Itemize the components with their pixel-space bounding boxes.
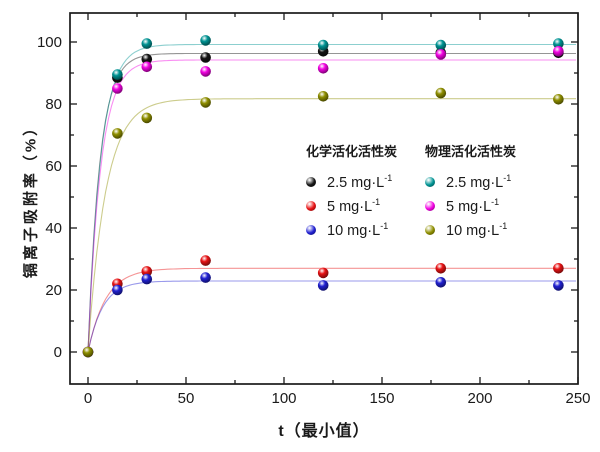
data-point xyxy=(82,346,94,358)
data-point xyxy=(317,91,329,102)
data-point xyxy=(141,61,153,73)
data-point xyxy=(317,63,329,74)
data-point xyxy=(141,38,153,49)
legend-item: 10 mg·L-1 xyxy=(425,218,516,242)
series-marker-icon xyxy=(306,177,316,187)
legend-header-physical: 物理活化活性炭 xyxy=(425,144,517,159)
x-tick-label: 50 xyxy=(177,390,195,407)
data-point xyxy=(141,266,153,277)
chart-legend: 化学活化活性炭 2.5 mg·L-1 5 mg·L-1 10 mg·L-1 物理… xyxy=(306,141,516,242)
legend-item-label: 5 mg·L-1 xyxy=(446,197,500,215)
x-axis-label: t（最小值） xyxy=(278,423,370,440)
data-point xyxy=(435,49,447,60)
data-point xyxy=(200,35,211,46)
data-point xyxy=(553,280,564,291)
y-tick-label: 100 xyxy=(36,34,62,51)
fit-curve xyxy=(87,59,576,353)
legend-col-physical: 物理活化活性炭 2.5 mg·L-1 5 mg·L-1 10 mg·L-1 xyxy=(425,141,516,242)
series-marker-icon xyxy=(306,225,316,235)
legend-item-label: 10 mg·L-1 xyxy=(327,221,389,239)
data-point xyxy=(112,284,123,296)
x-tick-label: 0 xyxy=(83,390,93,407)
fit-curve xyxy=(87,98,576,353)
data-point xyxy=(200,66,211,77)
data-point xyxy=(553,263,564,274)
y-tick-label: 80 xyxy=(45,96,62,113)
fit-curve xyxy=(87,280,576,353)
data-point xyxy=(435,39,447,51)
y-tick-label: 0 xyxy=(53,344,62,361)
legend-item-label: 2.5 mg·L-1 xyxy=(327,173,393,191)
legend-item-label: 2.5 mg·L-1 xyxy=(446,173,512,191)
data-point xyxy=(435,277,447,288)
data-point xyxy=(553,94,564,105)
series-marker-icon xyxy=(425,201,436,211)
x-tick-label: 100 xyxy=(271,390,297,407)
data-point xyxy=(112,128,123,139)
y-tick-label: 40 xyxy=(45,220,62,237)
legend-item: 5 mg·L-1 xyxy=(425,194,516,218)
y-tick-label: 60 xyxy=(45,158,62,175)
x-tick-label: 200 xyxy=(467,390,493,407)
series-marker-icon xyxy=(306,201,316,211)
data-point xyxy=(112,69,123,80)
x-tick-label: 250 xyxy=(565,390,591,407)
y-axis-label: 镉离子吸附率（%） xyxy=(22,117,40,279)
data-point xyxy=(553,38,564,49)
x-tick-label: 150 xyxy=(369,390,395,407)
legend-item: 2.5 mg·L-1 xyxy=(306,170,397,194)
data-point xyxy=(435,87,447,99)
data-point xyxy=(200,255,211,266)
fit-curve xyxy=(87,52,576,353)
plot-frame xyxy=(69,12,579,385)
data-point xyxy=(317,267,329,279)
data-point xyxy=(141,112,153,124)
data-point xyxy=(553,46,564,57)
fit-curve xyxy=(87,43,576,353)
data-point xyxy=(200,97,211,108)
legend-item: 5 mg·L-1 xyxy=(306,194,397,218)
legend-item-label: 5 mg·L-1 xyxy=(327,197,381,215)
series-marker-icon xyxy=(425,177,436,187)
data-point xyxy=(141,53,153,65)
series-marker-icon xyxy=(425,225,436,235)
data-point xyxy=(200,52,211,63)
legend-item: 10 mg·L-1 xyxy=(306,218,397,242)
y-tick-label: 20 xyxy=(45,282,62,299)
legend-col-chemical: 化学活化活性炭 2.5 mg·L-1 5 mg·L-1 10 mg·L-1 xyxy=(306,141,397,242)
data-point xyxy=(317,39,329,51)
data-point xyxy=(435,263,447,274)
legend-item-label: 10 mg·L-1 xyxy=(446,221,508,239)
legend-header-chemical: 化学活化活性炭 xyxy=(306,144,398,159)
data-point xyxy=(317,280,329,291)
legend-item: 2.5 mg·L-1 xyxy=(425,170,516,194)
fit-curve xyxy=(87,267,576,353)
data-point xyxy=(200,272,211,283)
data-point xyxy=(141,273,153,285)
data-point xyxy=(112,83,123,94)
